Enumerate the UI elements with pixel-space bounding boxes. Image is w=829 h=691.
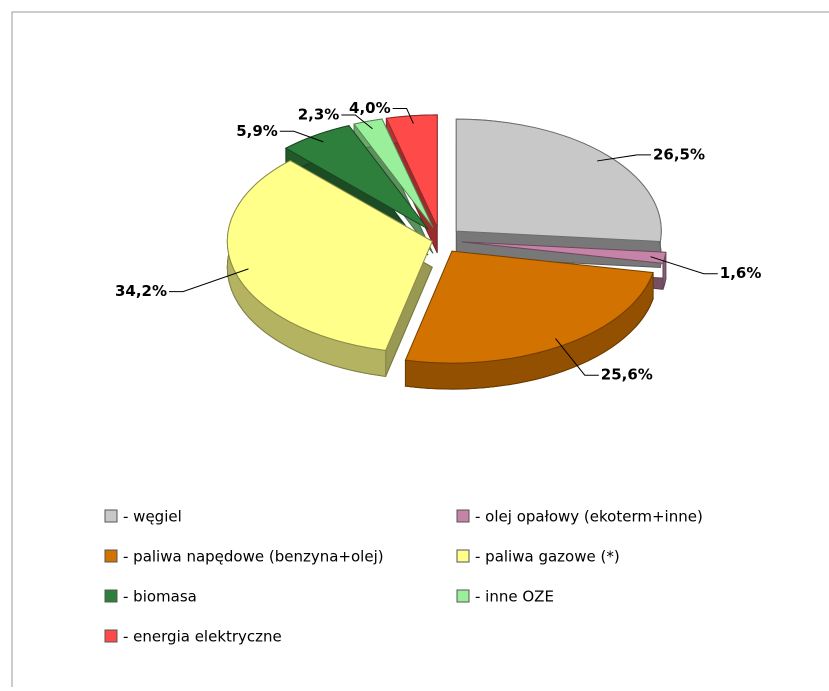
slice (455, 118, 662, 242)
legend-label: - energia elektryczne (123, 628, 282, 646)
legend-label: - paliwa gazowe (*) (475, 548, 620, 566)
leader-line (650, 256, 718, 275)
legend-swatch (456, 589, 470, 603)
legend-swatch (104, 589, 118, 603)
slice (353, 118, 434, 228)
legend-swatch (104, 509, 118, 523)
slice (226, 159, 433, 351)
value-label: 1,6% (720, 264, 762, 282)
leader-line (555, 338, 599, 376)
value-label: 2,3% (298, 105, 340, 123)
slice (385, 114, 438, 228)
legend-label: - węgiel (123, 508, 182, 526)
leader-line (392, 108, 414, 124)
value-label: 25,6% (601, 366, 653, 384)
value-label: 4,0% (349, 99, 391, 117)
legend-label: - olej opałowy (ekoterm+inne) (475, 508, 703, 526)
slice (284, 125, 429, 230)
leader-line (279, 130, 324, 143)
value-label: 34,2% (115, 282, 167, 300)
legend-swatch (104, 629, 118, 643)
leader-line (341, 114, 373, 130)
leader-line (597, 154, 651, 162)
legend-label: - biomasa (123, 588, 197, 606)
value-label: 5,9% (236, 122, 278, 140)
legend-label: - inne OZE (475, 588, 554, 606)
slice (404, 250, 654, 364)
legend-swatch (456, 509, 470, 523)
value-label: 26,5% (653, 145, 705, 163)
legend-swatch (456, 549, 470, 563)
legend-label: - paliwa napędowe (benzyna+olej) (123, 548, 384, 566)
slice (461, 241, 667, 264)
legend-swatch (104, 549, 118, 563)
leader-line (169, 268, 249, 293)
